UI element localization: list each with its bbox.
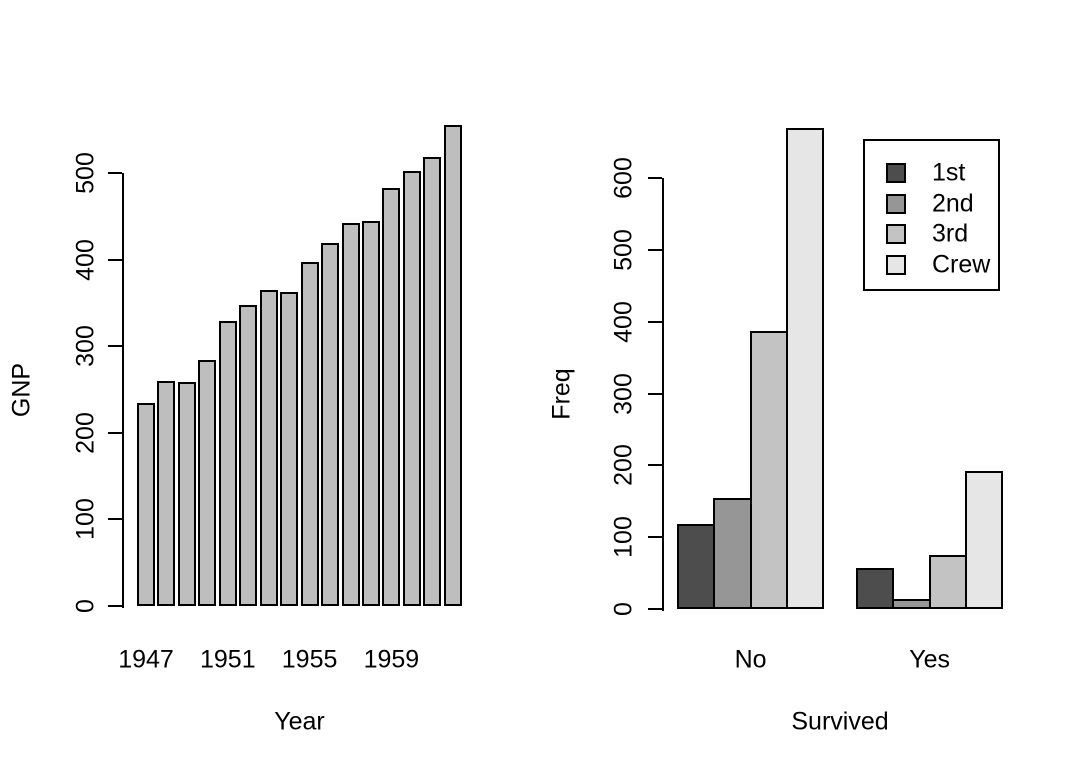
y-tick-mark (648, 320, 662, 323)
gnp-bar (218, 321, 237, 606)
x-tick-label: No (734, 645, 767, 674)
bar-1st (677, 524, 716, 609)
gnp-bar (423, 157, 442, 606)
x-tick-label: 1947 (118, 645, 174, 674)
legend-label: 2nd (932, 189, 974, 218)
legend-swatch-2nd (886, 194, 906, 214)
y-tick-mark (108, 172, 122, 174)
bar-1st (856, 568, 895, 609)
bar-3rd (928, 555, 967, 609)
y-axis-line (662, 178, 664, 611)
gnp-bar (321, 242, 340, 606)
bar-crew (785, 127, 825, 609)
y-tick-label: 600 (609, 157, 638, 199)
y-axis-title: Freq (547, 367, 576, 420)
y-tick-label: 300 (609, 372, 638, 415)
x-tick-label: 1951 (199, 645, 256, 674)
bar-3rd (749, 331, 788, 609)
gnp-bar (157, 381, 176, 606)
y-tick-mark (108, 431, 122, 434)
gnp-bar (443, 125, 462, 606)
y-tick-mark (648, 608, 662, 610)
x-tick-label: Yes (909, 645, 950, 674)
y-tick-mark (648, 536, 662, 539)
legend-box (863, 139, 1000, 291)
y-tick-label: 0 (609, 602, 638, 616)
y-tick-mark (648, 464, 662, 467)
legend-label: 3rd (932, 219, 969, 248)
y-tick-mark (108, 345, 122, 348)
gnp-bar (239, 305, 258, 606)
gnp-bar (402, 170, 421, 606)
gnp-bar (382, 187, 401, 606)
gnp-bar (361, 221, 380, 606)
y-tick-label: 100 (609, 516, 638, 559)
y-axis-line (122, 173, 124, 608)
x-tick-label: 1959 (363, 645, 420, 674)
bar-2nd (892, 598, 931, 609)
gnp-bar (300, 261, 319, 606)
y-tick-mark (108, 258, 122, 261)
legend-label: 1st (932, 158, 966, 187)
y-tick-mark (108, 518, 122, 521)
bar-2nd (713, 498, 752, 609)
gnp-bar (341, 222, 360, 606)
gnp-bar (259, 289, 278, 606)
y-tick-mark (108, 605, 122, 607)
gnp-bar (198, 359, 217, 606)
x-tick-label: 1955 (281, 645, 338, 674)
y-tick-mark (648, 392, 662, 395)
legend-swatch-3rd (886, 224, 906, 244)
y-tick-label: 400 (609, 300, 638, 343)
y-tick-label: 200 (609, 444, 638, 487)
y-tick-mark (648, 248, 662, 251)
legend-label: Crew (932, 250, 991, 279)
bar-crew (964, 471, 1004, 609)
y-tick-mark (648, 177, 662, 179)
legend-swatch-1st (886, 163, 906, 183)
x-axis-title: Year (274, 707, 325, 736)
gnp-bar (137, 403, 155, 606)
gnp-bar (177, 382, 196, 606)
y-tick-label: 500 (609, 228, 638, 271)
x-axis-title: Survived (791, 707, 889, 736)
gnp-bar (280, 291, 299, 606)
legend-swatch-crew (886, 255, 906, 275)
